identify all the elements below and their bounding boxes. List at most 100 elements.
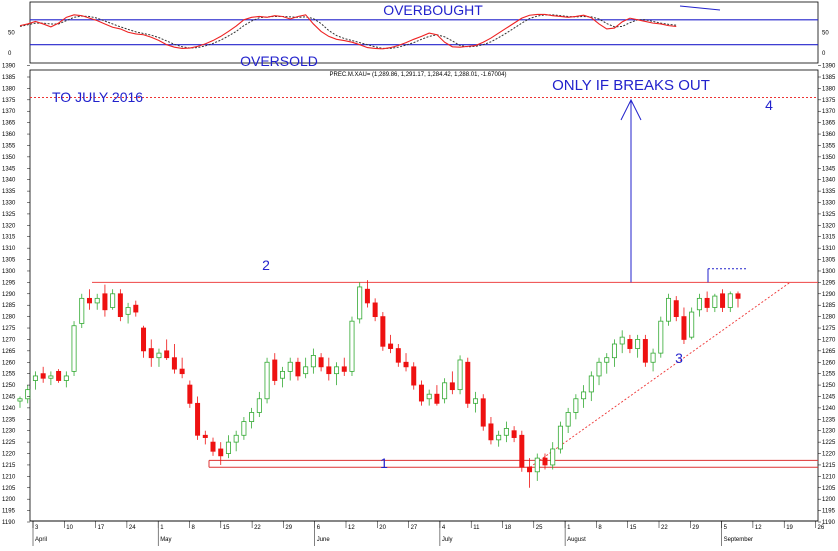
candle [534, 453, 540, 481]
price-tick-label-left: 1315 [2, 235, 16, 241]
candle-body [681, 316, 687, 340]
price-tick-label-right: 1260 [822, 360, 836, 366]
candle-body [164, 350, 170, 359]
candle [279, 366, 285, 388]
price-tick-label-left: 1275 [2, 326, 16, 332]
candle [341, 357, 347, 376]
candle-body [334, 366, 340, 375]
candle-body [63, 375, 69, 381]
price-tick-label-right: 1365 [822, 121, 836, 127]
candle-body [488, 423, 494, 441]
candle [171, 344, 177, 374]
candle [403, 353, 409, 372]
price-tick-label-right: 1305 [822, 258, 836, 264]
x-day-label: 27 [411, 525, 418, 531]
price-tick-label-left: 1340 [2, 178, 16, 184]
price-tick-label-right: 1310 [822, 246, 836, 252]
candle-body [79, 297, 85, 324]
rising-trendline [529, 282, 791, 468]
price-tick-label-right: 1375 [822, 98, 836, 104]
candle [527, 458, 533, 488]
candle [110, 289, 116, 310]
candle-body [666, 297, 672, 322]
x-day-label: 29 [692, 525, 699, 531]
candle-body [187, 384, 193, 404]
candle [650, 348, 656, 372]
candle [164, 339, 170, 360]
candle-body [473, 398, 479, 404]
candle [334, 362, 340, 386]
candle [102, 284, 108, 317]
price-tick-label-right: 1220 [822, 452, 836, 458]
candle [156, 348, 162, 367]
price-tick-label-left: 1370 [2, 109, 16, 115]
price-tick-label-left: 1265 [2, 349, 16, 355]
candle [519, 430, 525, 472]
oscillator-tick-label-right: 50 [822, 30, 829, 36]
candle [187, 380, 193, 408]
candle [418, 380, 424, 406]
x-month-label: September [724, 537, 753, 543]
candle [133, 300, 139, 317]
candle-body [527, 466, 533, 473]
candle [125, 302, 131, 324]
x-day-label: 8 [598, 525, 602, 531]
candle [542, 453, 548, 470]
candle [449, 371, 455, 395]
candle [218, 442, 224, 465]
candle [712, 293, 718, 313]
price-tick-label-right: 1225 [822, 440, 836, 446]
candle-body [442, 382, 448, 400]
price-tick-label-left: 1355 [2, 143, 16, 149]
candle [148, 339, 154, 367]
oscillator-tick-label-left: 50 [8, 30, 15, 36]
candle-body [496, 434, 502, 441]
candle [318, 353, 324, 372]
oscillator-line-k [19, 13, 677, 50]
candle [225, 435, 231, 459]
price-tick-label-left: 1325 [2, 212, 16, 218]
x-day-label: 18 [505, 525, 512, 531]
price-tick-label-right: 1210 [822, 474, 836, 480]
candle-body [295, 361, 301, 377]
candle [457, 355, 463, 395]
candle [94, 293, 100, 310]
candle [635, 334, 641, 358]
oscillator-panel: 50 50 0 0 [8, 1, 829, 64]
price-tick-label-left: 1205 [2, 486, 16, 492]
candle-body [642, 339, 648, 363]
candle-body [233, 434, 239, 443]
price-tick-label-right: 1205 [822, 486, 836, 492]
candle [619, 330, 625, 354]
x-day-label: 6 [317, 525, 321, 531]
x-day-label: 22 [254, 525, 261, 531]
candle [673, 296, 679, 322]
candle [696, 293, 702, 317]
price-tick-label-right: 1280 [822, 315, 836, 321]
x-day-label: 17 [98, 525, 105, 531]
candle-body [195, 402, 201, 436]
price-tick-label-right: 1320 [822, 223, 836, 229]
price-tick-label-left: 1380 [2, 86, 16, 92]
candle [442, 378, 448, 404]
x-day-label: 5 [724, 525, 728, 531]
price-panel [17, 69, 819, 522]
price-tick-label-left: 1345 [2, 166, 16, 172]
price-tick-label-right: 1285 [822, 303, 836, 309]
candle-body [696, 297, 702, 311]
candle [565, 407, 571, 433]
x-day-label: 10 [66, 525, 73, 531]
price-tick-label-left: 1210 [2, 474, 16, 480]
price-tick-label-right: 1350 [822, 155, 836, 161]
candle-body [210, 441, 216, 452]
candle-body [71, 325, 77, 372]
oscillator-tick-label-left: 0 [8, 51, 12, 57]
candle [627, 334, 633, 354]
candle-body [395, 348, 401, 363]
candle [388, 334, 394, 354]
x-day-label: 20 [379, 525, 386, 531]
candle [588, 371, 594, 402]
x-day-label: 15 [223, 525, 230, 531]
price-tick-label-left: 1280 [2, 315, 16, 321]
